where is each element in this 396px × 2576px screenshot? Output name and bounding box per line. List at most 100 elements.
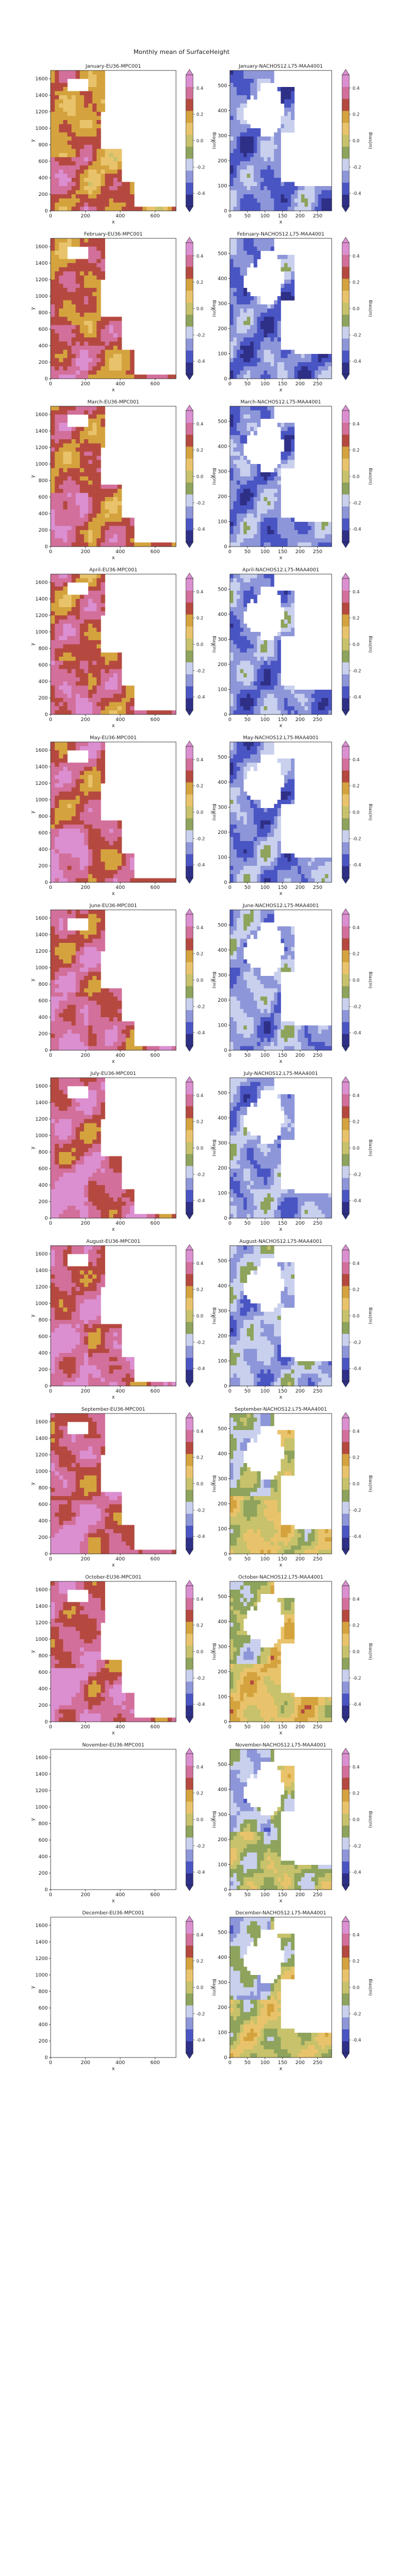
x-axis-label: x <box>112 388 115 393</box>
heatmap-cell <box>88 578 93 583</box>
heatmap-cell <box>72 526 76 531</box>
heatmap-cell <box>254 526 257 531</box>
heatmap-cell <box>122 522 127 526</box>
heatmap-cell <box>301 198 305 203</box>
heatmap-cell <box>109 161 114 166</box>
heatmap-cell <box>230 418 234 423</box>
heatmap-cell <box>51 137 55 141</box>
heatmap-cell <box>88 316 93 321</box>
heatmap-cell <box>233 358 237 363</box>
heatmap-cell <box>230 333 234 338</box>
heatmap-cell <box>291 206 295 211</box>
heatmap-cell <box>233 329 237 334</box>
heatmap-cell <box>271 321 274 325</box>
heatmap-cell <box>80 316 85 321</box>
heatmap-cell <box>254 263 257 268</box>
heatmap-cell <box>254 464 257 468</box>
heatmap-cell <box>75 194 80 199</box>
heatmap-cell <box>92 771 97 776</box>
heatmap-cell <box>75 607 80 612</box>
heatmap-cell <box>250 582 254 587</box>
heatmap-cell <box>80 346 85 350</box>
heatmap-cell <box>109 706 114 711</box>
heatmap-cell <box>72 787 76 792</box>
heatmap-cell <box>75 99 80 104</box>
heatmap-cell <box>274 517 278 522</box>
heatmap-cell <box>92 489 97 493</box>
heatmap-cell <box>67 808 72 812</box>
heatmap-cell <box>59 161 64 166</box>
heatmap-cell <box>267 137 271 141</box>
heatmap-cell <box>80 603 85 608</box>
heatmap-cell <box>287 107 292 112</box>
heatmap-cell <box>237 501 240 506</box>
heatmap-cell <box>284 198 288 203</box>
heatmap-cell <box>67 362 72 367</box>
heatmap-cell <box>254 304 257 309</box>
heatmap-cell <box>92 640 97 645</box>
heatmap-cell <box>92 137 97 141</box>
heatmap-cell <box>51 321 55 325</box>
colorbar-segment <box>186 674 193 686</box>
heatmap-cell <box>80 464 85 468</box>
heatmap-cell <box>92 186 97 190</box>
heatmap-cell <box>267 325 271 330</box>
heatmap-cell <box>250 250 254 255</box>
heatmap-cell <box>263 354 268 358</box>
heatmap-cell <box>125 182 130 187</box>
heatmap-cell <box>291 366 295 371</box>
heatmap-cell <box>51 74 55 79</box>
heatmap-cell <box>271 582 274 587</box>
heatmap-cell <box>75 845 80 850</box>
heatmap-cell <box>304 206 309 211</box>
heatmap-cell <box>233 308 237 313</box>
heatmap-cell <box>230 644 234 649</box>
heatmap-cell <box>80 362 85 367</box>
heatmap-cell <box>271 522 274 526</box>
heatmap-cell <box>80 522 85 526</box>
heatmap-cell <box>51 694 55 698</box>
heatmap-cell <box>72 870 76 875</box>
heatmap-cell <box>105 362 109 367</box>
heatmap-cell <box>237 640 240 645</box>
heatmap-cell <box>284 267 288 272</box>
heatmap-cell <box>75 406 80 411</box>
heatmap-cell <box>96 337 101 342</box>
heatmap-cell <box>243 418 248 423</box>
heatmap-cell <box>109 530 114 534</box>
heatmap-cell <box>75 812 80 817</box>
heatmap-cell <box>271 79 274 83</box>
heatmap-cell <box>260 341 265 346</box>
heatmap-cell <box>63 366 68 371</box>
heatmap-cell <box>51 275 55 280</box>
heatmap-cell <box>291 611 295 616</box>
heatmap-cell <box>243 341 248 346</box>
heatmap-cell <box>96 611 101 616</box>
heatmap-cell <box>84 321 89 325</box>
heatmap-cell <box>237 271 240 276</box>
heatmap-cell <box>88 750 93 755</box>
heatmap-cell <box>63 107 68 112</box>
heatmap-cell <box>67 665 72 669</box>
heatmap-cell <box>277 464 281 468</box>
heatmap-cell <box>230 190 234 195</box>
heatmap-cell <box>117 681 122 686</box>
heatmap-cell <box>237 443 240 448</box>
heatmap-cell <box>263 137 268 141</box>
heatmap-cell <box>287 685 292 690</box>
heatmap-cell <box>84 710 89 715</box>
heatmap-cell <box>263 206 268 211</box>
heatmap-cell <box>75 795 80 800</box>
heatmap-cell <box>84 820 89 825</box>
heatmap-cell <box>233 489 237 493</box>
heatmap-cell <box>294 530 298 534</box>
heatmap-cell <box>59 74 64 79</box>
heatmap-cell <box>67 170 72 174</box>
heatmap-cell <box>240 681 244 686</box>
heatmap-cell <box>243 648 248 653</box>
heatmap-cell <box>80 841 85 845</box>
heatmap-cell <box>304 702 309 707</box>
colorbar-segment <box>186 159 193 171</box>
heatmap-cell <box>67 427 72 432</box>
heatmap-cell <box>274 710 278 715</box>
